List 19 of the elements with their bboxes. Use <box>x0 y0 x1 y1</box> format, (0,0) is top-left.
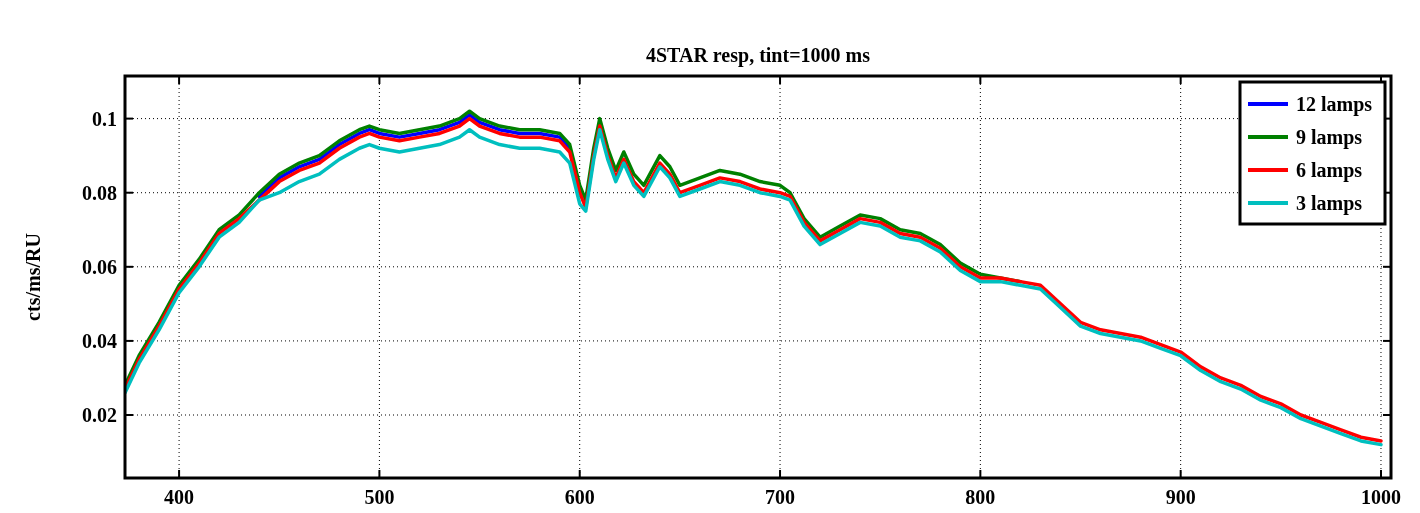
x-tick-label: 1000 <box>1360 486 1401 508</box>
y-tick-label: 0.1 <box>92 107 117 130</box>
y-tick-label: 0.06 <box>82 255 117 278</box>
x-tick-label: 900 <box>1165 486 1196 508</box>
chart-title: 4STAR resp, tint=1000 ms <box>645 44 871 67</box>
y-tick-label: 0.02 <box>82 404 117 427</box>
x-tick-label: 800 <box>965 486 996 508</box>
x-tick-label: 400 <box>164 486 195 508</box>
legend-label: 12 lamps <box>1296 93 1373 116</box>
x-tick-label: 700 <box>765 486 796 508</box>
y-tick-label: 0.04 <box>82 329 117 352</box>
legend-label: 3 lamps <box>1296 192 1363 215</box>
line-series <box>257 113 572 199</box>
y-tick-label: 0.08 <box>82 181 117 204</box>
legend-label: 9 lamps <box>1296 126 1363 149</box>
y-axis-title: cts/ms/RU <box>22 233 44 321</box>
x-tick-label: 600 <box>564 486 595 508</box>
legend-label: 6 lamps <box>1296 159 1363 182</box>
x-tick-label: 500 <box>364 486 395 508</box>
